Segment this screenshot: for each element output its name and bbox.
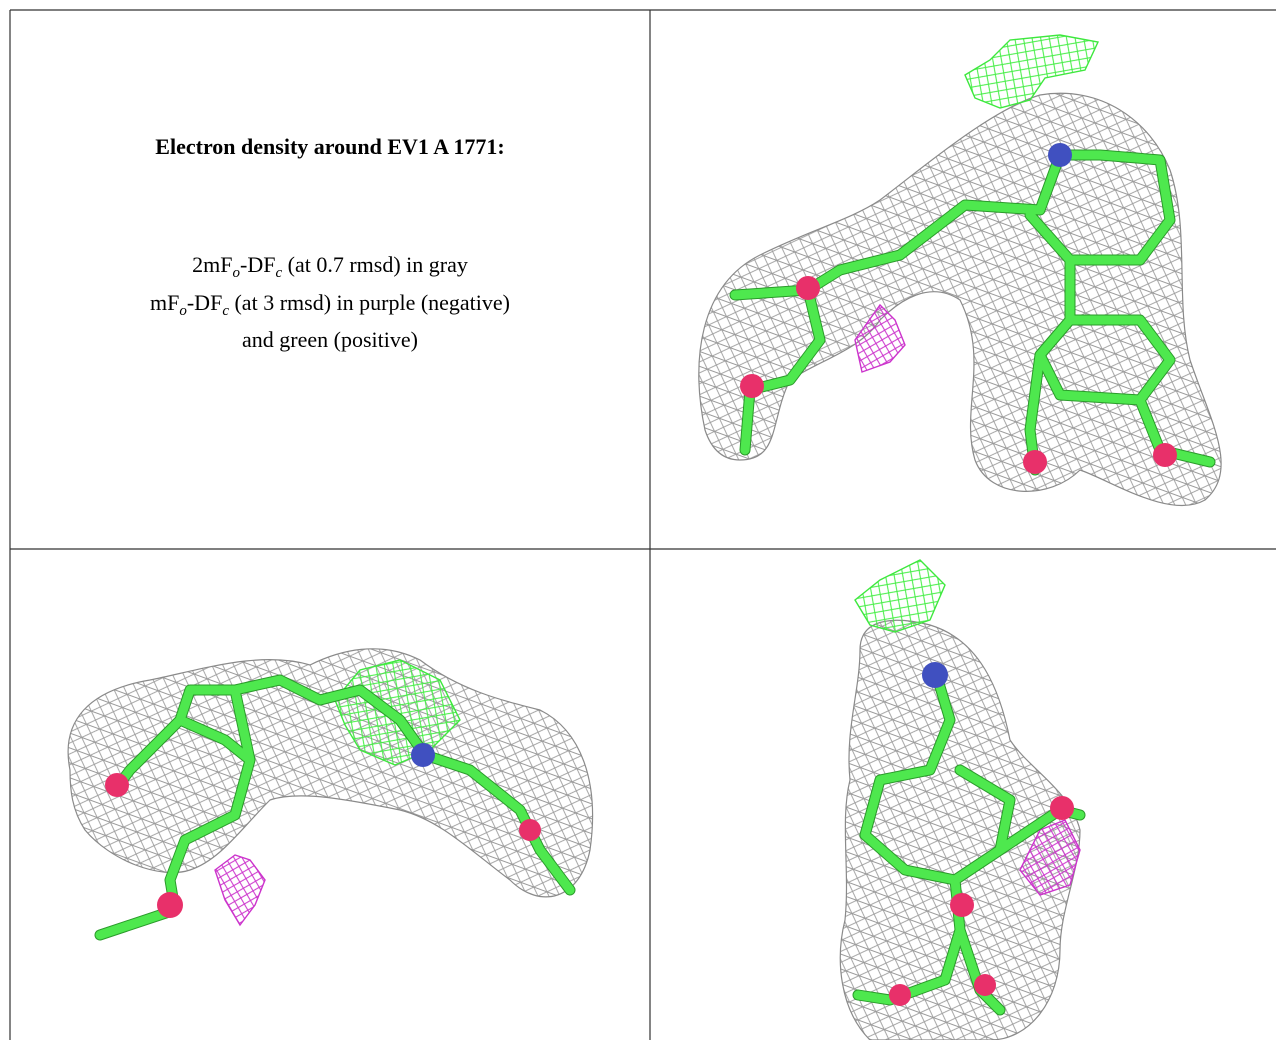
- caption-line: 2mFo-DFc (at 0.7 rmsd) in gray: [192, 252, 468, 281]
- caption-text: (at 0.7 rmsd) in gray: [282, 252, 468, 277]
- density-view-1: [699, 35, 1221, 506]
- caption-text: and green (positive): [242, 327, 418, 352]
- caption-title: Electron density around EV1 A 1771:: [155, 134, 504, 159]
- figure: Electron density around EV1 A 1771: 2mFo…: [0, 0, 1276, 1040]
- caption-text: -DF: [187, 290, 222, 315]
- caption-text: (at 3 rmsd) in purple (negative): [229, 290, 510, 315]
- caption: Electron density around EV1 A 1771: 2mFo…: [150, 134, 510, 352]
- density-view-2: [68, 649, 592, 935]
- caption-line: and green (positive): [242, 327, 418, 352]
- caption-text: -DF: [240, 252, 275, 277]
- caption-text: 2mF: [192, 252, 232, 277]
- density-view-3: [840, 560, 1080, 1040]
- caption-line: mFo-DFc (at 3 rmsd) in purple (negative): [150, 290, 510, 319]
- caption-text: mF: [150, 290, 179, 315]
